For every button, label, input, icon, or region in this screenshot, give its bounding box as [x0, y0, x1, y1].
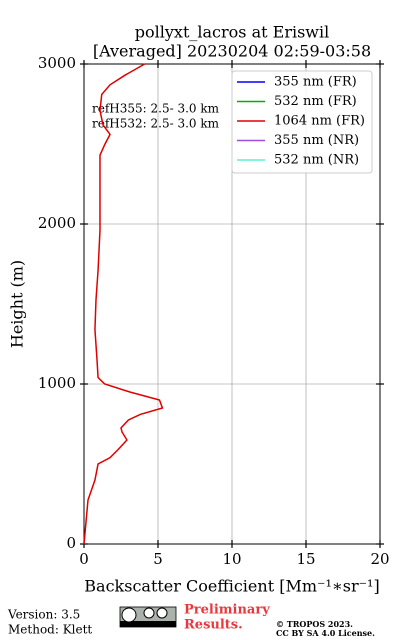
y-tick-label: 3000	[38, 54, 76, 72]
status: Preliminary	[184, 603, 270, 618]
y-tick-label: 2000	[38, 214, 76, 232]
y-axis-label: Height (m)	[8, 260, 27, 348]
status: Results.	[184, 618, 243, 633]
copyright: © TROPOS 2023.	[276, 619, 353, 629]
version: Version: 3.5	[7, 608, 80, 622]
plot-frame	[83, 63, 381, 545]
annotation: refH532: 2.5- 3.0 km	[92, 117, 220, 131]
chart-title: [Averaged] 20230204 02:59-03:58	[93, 42, 371, 61]
license: CC BY SA 4.0 License.	[276, 628, 375, 638]
x-tick-label: 15	[296, 550, 315, 568]
x-axis-label: Backscatter Coefficient [Mm⁻¹∗sr⁻¹]	[84, 577, 379, 596]
legend-label: 355 nm (NR)	[274, 133, 359, 148]
legend: 355 nm (FR) 532 nm (FR) 1064 nm (FR) 355 nm…	[231, 70, 373, 174]
chart-title: pollyxt_lacros at Eriswil	[135, 23, 329, 42]
x-tick-label: 20	[370, 550, 389, 568]
x-tick-label: 0	[79, 550, 89, 568]
legend-box	[231, 70, 373, 174]
y-tick-label: 0	[66, 534, 76, 552]
method: Method: Klett	[8, 623, 92, 637]
x-tick-label: 10	[222, 550, 241, 568]
legend-label: 532 nm (NR)	[274, 153, 359, 168]
profile-line	[83, 63, 164, 545]
y-tick-label: 1000	[38, 374, 76, 392]
legend-label: 355 nm (FR)	[274, 75, 357, 90]
x-tick-label: 5	[153, 550, 163, 568]
legend-label: 1064 nm (FR)	[274, 114, 365, 129]
legend-label: 532 nm (FR)	[274, 94, 357, 109]
annotation: refH355: 2.5- 3.0 km	[92, 102, 220, 116]
cc-logo	[119, 606, 177, 628]
